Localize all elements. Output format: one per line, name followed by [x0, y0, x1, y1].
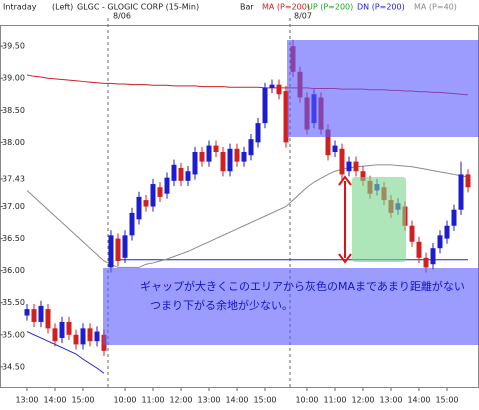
y-tick-label: 36.50	[2, 234, 25, 243]
x-tick-label: 12:00	[351, 396, 374, 405]
indicator-line	[26, 164, 469, 268]
x-tick-label: 14:00	[407, 396, 430, 405]
candle-body	[360, 171, 366, 181]
x-tick-label: 15:00	[253, 396, 276, 405]
marks	[24, 39, 471, 374]
candle-body	[192, 151, 198, 175]
candle-body	[227, 148, 233, 172]
x-tick-label: 11:00	[141, 396, 164, 405]
target-zone	[352, 177, 406, 262]
header-text: GLGC - GLOGIC CORP (15-Min)	[77, 3, 199, 12]
candle-body	[178, 168, 184, 181]
y-tick-label: 37.00	[2, 202, 25, 211]
x-tick-label: 14:00	[225, 396, 248, 405]
legend-entry: MA (P=40)	[414, 3, 457, 12]
candle-body	[346, 161, 352, 172]
candle-body	[409, 225, 415, 242]
candle-body	[38, 305, 44, 322]
candle-body	[45, 309, 51, 329]
candle-body	[332, 145, 338, 152]
candle-body	[199, 151, 205, 162]
candle-body	[52, 328, 58, 342]
candle-body	[31, 309, 37, 322]
legend-entry: DN (P=200)	[357, 3, 405, 12]
candle-body	[143, 200, 149, 207]
candle-body	[416, 241, 422, 258]
x-tick-label: 13:00	[379, 396, 402, 405]
y-tick-label: 34.50	[2, 362, 25, 371]
candle-body	[220, 151, 226, 172]
date-label: 8/07	[294, 12, 312, 21]
candle-body	[437, 235, 443, 249]
candle-body	[66, 321, 72, 335]
candle-body	[164, 177, 170, 194]
candle-body	[451, 209, 457, 226]
header-text: Bar	[240, 3, 254, 12]
x-tick-label: 14:00	[43, 396, 66, 405]
candle-body	[325, 129, 331, 156]
legend-entry: UP (P=200)	[307, 3, 353, 12]
x-tick-label: 15:00	[435, 396, 458, 405]
candle-body	[157, 187, 163, 197]
y-tick-label: 39.00	[2, 74, 25, 83]
candle-body	[458, 174, 464, 210]
candle-body	[206, 145, 212, 162]
candle-body	[262, 87, 268, 124]
candle-body	[255, 123, 261, 143]
candle-body	[94, 331, 100, 342]
candle-body	[108, 235, 114, 268]
annotation: つまり下がる余地が少ない。	[150, 298, 293, 312]
candle-body	[339, 148, 345, 175]
header-text: Intraday	[3, 3, 37, 12]
x-tick-label: 13:00	[15, 396, 38, 405]
x-tick-label: 11:00	[323, 396, 346, 405]
candle-body	[276, 84, 282, 95]
y-tick-label: 39.50	[2, 42, 25, 51]
candle-body	[24, 309, 30, 316]
date-label: 8/06	[113, 12, 131, 21]
arrow-heads	[338, 175, 352, 264]
header-text: (Left)	[52, 3, 73, 12]
candle-body	[122, 235, 128, 258]
y-tick-label: 35.00	[2, 330, 25, 339]
x-tick-label: 13:00	[197, 396, 220, 405]
candle-body	[269, 84, 275, 88]
candle-body	[59, 321, 65, 338]
candle-body	[129, 212, 135, 236]
indicator-line	[26, 259, 468, 374]
x-tick-label: 10:00	[113, 396, 136, 405]
y-tick-label: 38.00	[2, 138, 25, 147]
candle-body	[423, 257, 429, 268]
resistance-zone	[287, 40, 479, 137]
candle-body	[171, 164, 177, 181]
candle-body	[213, 145, 219, 152]
legend-entry: MA (P=200)	[262, 3, 310, 12]
candle-body	[150, 184, 156, 207]
support-zone	[103, 268, 479, 345]
candle-body	[87, 328, 93, 342]
y-tick-label: 37.43	[2, 174, 25, 183]
candle-body	[353, 161, 359, 172]
candle-body	[234, 148, 240, 162]
candle-body	[430, 248, 436, 265]
y-tick-label: 35.50	[2, 298, 25, 307]
candle-body	[185, 171, 191, 181]
y-tick-label: 36.00	[2, 266, 25, 275]
x-tick-label: 12:00	[169, 396, 192, 405]
candle-body	[444, 225, 450, 239]
candle-body	[241, 151, 247, 162]
x-tick-label: 15:00	[71, 396, 94, 405]
candle-body	[115, 238, 121, 262]
candle-body	[136, 196, 142, 220]
y-tick-label: 38.50	[2, 106, 25, 115]
candle-body	[80, 328, 86, 345]
x-tick-label: 10:00	[295, 396, 318, 405]
candle-body	[465, 174, 471, 188]
candle-body	[248, 139, 254, 156]
candle-body	[73, 334, 79, 345]
candle-body	[283, 91, 289, 143]
annotation: ギャップが大きくこのエリアから灰色のMAまであまり距離がない	[140, 279, 465, 293]
